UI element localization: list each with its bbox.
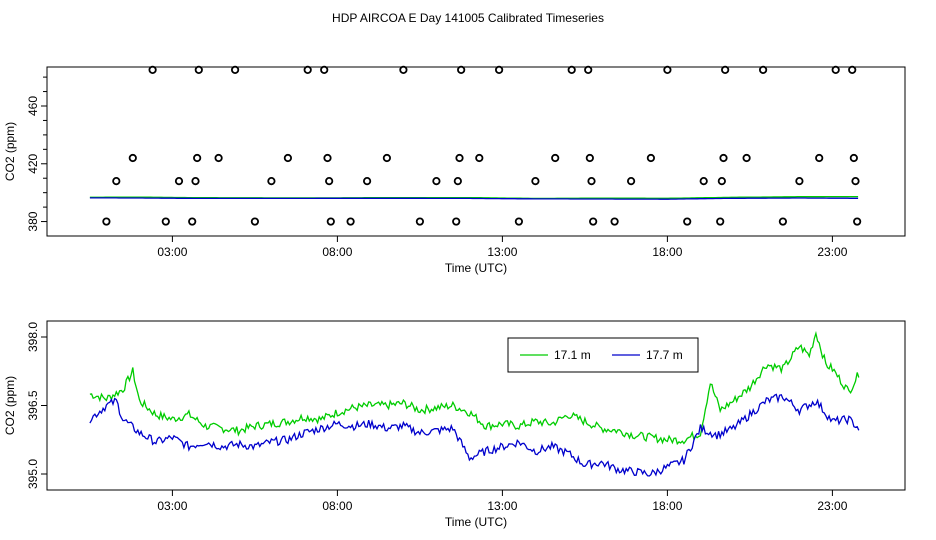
calibration-point [587, 177, 596, 186]
series-line-17-1-m [89, 330, 860, 446]
calibration-point [112, 177, 121, 186]
calibration-point [452, 217, 461, 226]
calibration-point [457, 65, 466, 74]
calibration-point [717, 177, 726, 186]
calibration-point [626, 177, 636, 186]
calibration-point [848, 65, 857, 74]
calibration-point [231, 65, 240, 74]
calibration-point [267, 177, 276, 186]
calibration-point [719, 153, 728, 163]
x-axis-label: Time (UTC) [445, 515, 507, 529]
calibration-point [382, 153, 391, 163]
x-tick-label: 18:00 [652, 499, 682, 513]
x-axis-label: Time (UTC) [445, 261, 507, 275]
calibration-point [815, 153, 824, 163]
calibration-point [320, 65, 329, 74]
x-tick-label: 03:00 [157, 245, 187, 259]
calibration-point [128, 153, 137, 163]
lower-plot-panel: 03:00 08:00 13:00 18:00 23:00 395.0 396.5 398.0… [3, 320, 906, 529]
plot-frame [46, 66, 906, 237]
series-line-17-7-m [89, 393, 860, 477]
calibration-point [194, 65, 203, 74]
calibration-point [323, 153, 332, 163]
calibration-point [453, 177, 462, 186]
calibration-point [610, 217, 619, 226]
x-tick-label: 13:00 [487, 499, 517, 513]
plot-frame [46, 320, 906, 491]
calibration-point [326, 217, 335, 226]
calibration-point [699, 177, 708, 186]
calibration-point [148, 65, 157, 74]
calibration-point [646, 153, 656, 163]
calibration-point [188, 217, 197, 226]
calibration-point [758, 65, 768, 74]
calibration-point [362, 177, 372, 186]
calibration-point [283, 153, 292, 163]
calibration-point [432, 177, 441, 186]
calibration-point [585, 153, 594, 163]
calibration-point [174, 177, 184, 186]
calibration-point [455, 153, 464, 163]
y-axis-label: CO2 (ppm) [3, 122, 17, 181]
calibration-point [663, 65, 672, 74]
calibration-point [551, 153, 560, 163]
calibration-point [567, 65, 576, 74]
calibration-point [514, 217, 524, 226]
calibration-point [778, 217, 788, 226]
calibration-point [589, 217, 598, 226]
calibration-point [716, 217, 725, 226]
upper-plot-panel: 03:00 08:00 13:00 18:00 23:00 380 420 460 Time (… [3, 65, 906, 275]
calibration-point [795, 177, 804, 186]
calibration-point [475, 153, 484, 163]
calibration-point [325, 177, 334, 186]
y-tick-label: 398.0 [26, 322, 40, 352]
x-tick-label: 23:00 [817, 499, 847, 513]
y-tick-label: 420 [26, 153, 40, 173]
calibration-point [584, 65, 593, 74]
calibration-point [494, 65, 504, 74]
calibration-point [721, 65, 730, 74]
calibration-point [853, 217, 862, 226]
calibration-point [193, 153, 202, 163]
legend-label: 17.7 m [646, 348, 683, 362]
x-tick-label: 13:00 [487, 245, 517, 259]
calibration-point [303, 65, 312, 74]
calibration-point [683, 217, 692, 226]
calibration-point [214, 153, 223, 163]
y-tick-label: 380 [26, 211, 40, 231]
calibration-point [191, 177, 200, 186]
calibration-point [831, 65, 840, 74]
figure-title: HDP AIRCOA E Day 141005 Calibrated Times… [332, 11, 604, 25]
y-tick-label: 396.5 [26, 390, 40, 420]
calibration-point [250, 217, 259, 226]
calibration-point [849, 153, 858, 163]
y-tick-label: 395.0 [26, 459, 40, 489]
calibration-point [531, 177, 540, 186]
legend-label: 17.1 m [554, 348, 591, 362]
calibration-point [415, 217, 424, 226]
y-tick-label: 460 [26, 96, 40, 116]
calibration-point [346, 217, 355, 226]
x-tick-label: 23:00 [817, 245, 847, 259]
calibration-point [851, 177, 860, 186]
x-tick-label: 08:00 [322, 245, 352, 259]
calibration-point [399, 65, 408, 74]
calibration-point [742, 153, 751, 163]
x-tick-label: 03:00 [157, 499, 187, 513]
calibration-point [161, 217, 170, 226]
x-tick-label: 08:00 [322, 499, 352, 513]
x-tick-label: 18:00 [652, 245, 682, 259]
calibration-point [102, 217, 111, 226]
series-line-17-7-m [89, 197, 859, 200]
y-axis-label: CO2 (ppm) [3, 376, 17, 435]
